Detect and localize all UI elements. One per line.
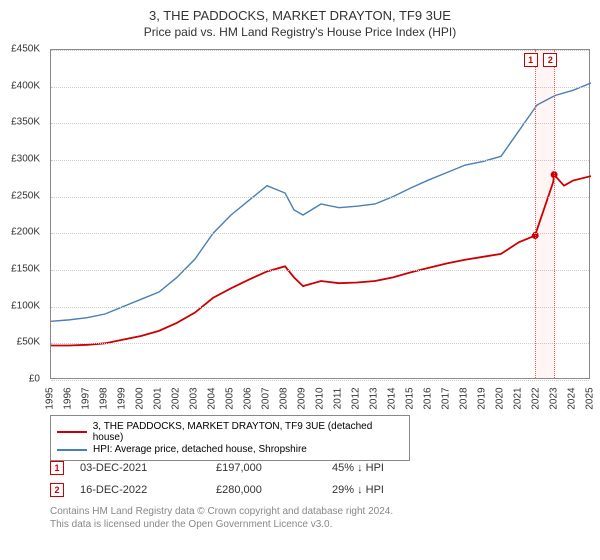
y-axis-label: £200K	[11, 227, 40, 238]
y-axis-label: £100K	[11, 300, 40, 311]
y-axis-label: £300K	[11, 154, 40, 165]
x-axis-label: 2012	[351, 387, 362, 409]
gridline-h	[51, 307, 589, 308]
sale-row: 2 16-DEC-2022 £280,000 29% ↓ HPI	[50, 479, 590, 501]
gridline-h	[51, 233, 589, 234]
x-axis-label: 2018	[459, 387, 470, 409]
y-axis-label: £50K	[17, 337, 40, 348]
sale-delta: 29% ↓ HPI	[332, 484, 452, 496]
gridline-h	[51, 343, 589, 344]
x-axis-label: 2002	[171, 387, 182, 409]
x-axis-label: 2001	[153, 387, 164, 409]
x-axis-label: 2010	[315, 387, 326, 409]
x-axis-label: 2023	[549, 387, 560, 409]
x-axis-label: 2003	[189, 387, 200, 409]
x-axis-label: 2014	[387, 387, 398, 409]
chart: 3, THE PADDOCKS, MARKET DRAYTON, TF9 3UE…	[0, 39, 600, 439]
x-axis-label: 2025	[585, 387, 596, 409]
sale-marker-label: 2	[543, 53, 557, 67]
sale-date: 16-DEC-2022	[80, 484, 200, 496]
x-axis-label: 2005	[225, 387, 236, 409]
x-axis-label: 1996	[63, 387, 74, 409]
series-price_paid	[51, 175, 591, 346]
footer-line: Contains HM Land Registry data © Crown c…	[50, 505, 590, 518]
x-axis-label: 2021	[513, 387, 524, 409]
sale-marker-label: 1	[524, 53, 538, 67]
x-axis-label: 2000	[135, 387, 146, 409]
highlight-band	[535, 50, 555, 378]
chart-title: 3, THE PADDOCKS, MARKET DRAYTON, TF9 3UE	[0, 8, 600, 23]
gridline-h	[51, 50, 589, 51]
sale-row-marker: 1	[50, 461, 64, 475]
legend-swatch	[57, 449, 87, 451]
gridline-h	[51, 87, 589, 88]
sale-price: £197,000	[216, 462, 316, 474]
y-axis-label: £150K	[11, 264, 40, 275]
x-axis-label: 2016	[423, 387, 434, 409]
x-axis-label: 2011	[333, 388, 344, 410]
legend-row: 3, THE PADDOCKS, MARKET DRAYTON, TF9 3UE…	[57, 421, 403, 443]
series-hpi	[51, 83, 591, 321]
y-axis-label: £450K	[11, 44, 40, 55]
x-axis-label: 2007	[261, 387, 272, 409]
gridline-h	[51, 123, 589, 124]
x-axis-label: 1995	[45, 387, 56, 409]
chart-svg	[51, 50, 591, 380]
footer-attribution: Contains HM Land Registry data © Crown c…	[50, 505, 590, 531]
y-axis-label: £250K	[11, 190, 40, 201]
gridline-h	[51, 270, 589, 271]
gridline-h	[51, 160, 589, 161]
x-axis-label: 2019	[477, 387, 488, 409]
sales-table: 1 03-DEC-2021 £197,000 45% ↓ HPI 2 16-DEC-202…	[50, 457, 590, 501]
x-axis-label: 2017	[441, 387, 452, 409]
y-axis-label: £0	[29, 374, 40, 385]
y-axis-label: £400K	[11, 80, 40, 91]
x-axis-label: 1997	[81, 387, 92, 409]
sale-row: 1 03-DEC-2021 £197,000 45% ↓ HPI	[50, 457, 590, 479]
chart-subtitle: Price paid vs. HM Land Registry's House …	[0, 25, 600, 39]
gridline-h	[51, 197, 589, 198]
x-axis-label: 2015	[405, 387, 416, 409]
sale-row-marker: 2	[50, 483, 64, 497]
x-axis-label: 2004	[207, 387, 218, 409]
legend-label: 3, THE PADDOCKS, MARKET DRAYTON, TF9 3UE…	[93, 421, 403, 443]
legend: 3, THE PADDOCKS, MARKET DRAYTON, TF9 3UE…	[50, 415, 410, 461]
y-axis-label: £350K	[11, 117, 40, 128]
legend-row: HPI: Average price, detached house, Shro…	[57, 444, 403, 455]
x-axis-label: 1999	[117, 387, 128, 409]
x-axis-label: 2022	[531, 387, 542, 409]
x-axis-label: 2020	[495, 387, 506, 409]
x-axis-label: 2024	[567, 387, 578, 409]
plot-area	[50, 49, 590, 379]
gridline-h	[51, 380, 589, 381]
legend-swatch	[57, 431, 87, 433]
title-block: 3, THE PADDOCKS, MARKET DRAYTON, TF9 3UE…	[0, 0, 600, 39]
sale-delta: 45% ↓ HPI	[332, 462, 452, 474]
legend-label: HPI: Average price, detached house, Shro…	[93, 444, 307, 455]
sale-price: £280,000	[216, 484, 316, 496]
footer-line: This data is licensed under the Open Gov…	[50, 518, 590, 531]
x-axis-label: 2009	[297, 387, 308, 409]
x-axis-label: 2008	[279, 387, 290, 409]
sale-date: 03-DEC-2021	[80, 462, 200, 474]
x-axis-label: 1998	[99, 387, 110, 409]
x-axis-label: 2006	[243, 387, 254, 409]
x-axis-label: 2013	[369, 387, 380, 409]
